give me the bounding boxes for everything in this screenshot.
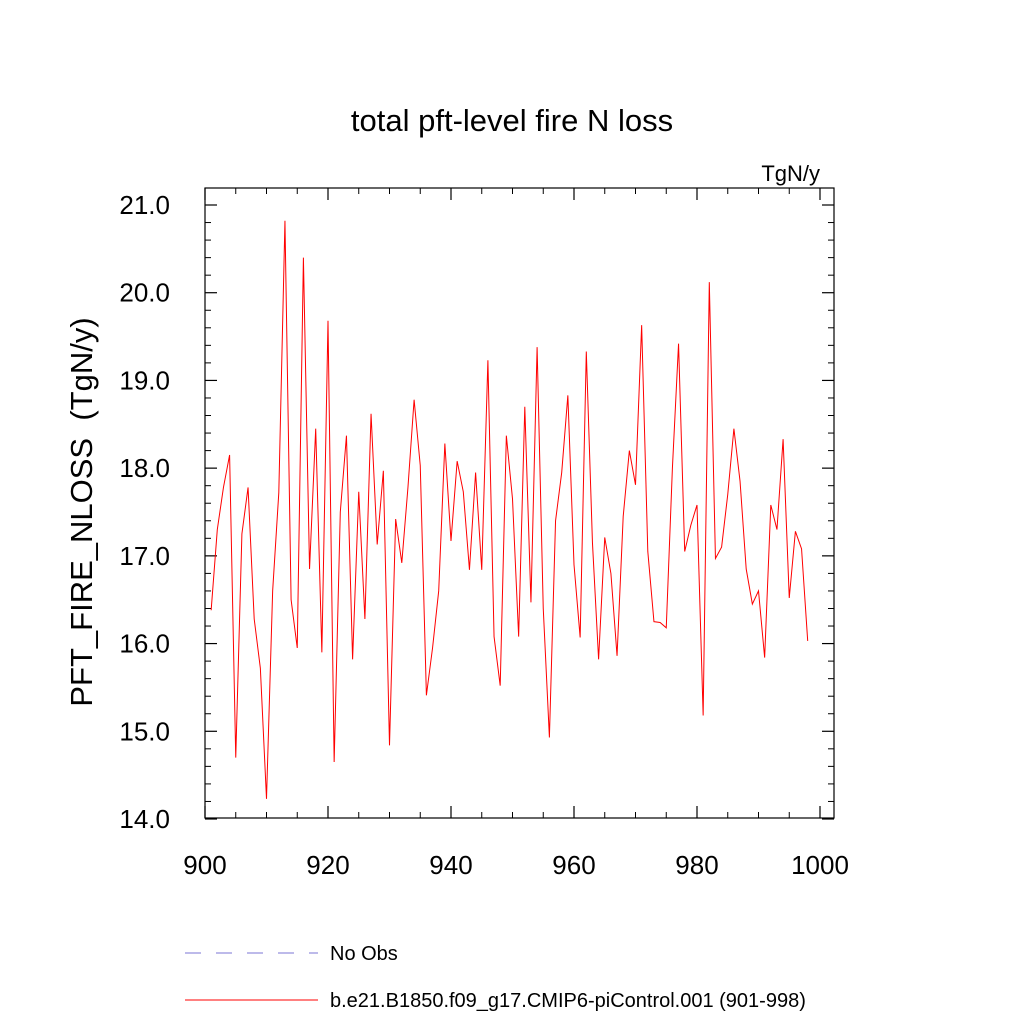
axis-tick-labels: 900 920 940 960 980 1000 14.0 15.0 16.0 17.0 18.0 1… — [119, 190, 849, 880]
y-tick-label: 17.0 — [119, 541, 170, 571]
axis-ticks — [204, 188, 834, 820]
x-tick-label: 940 — [429, 850, 472, 880]
y-tick-label: 19.0 — [119, 365, 170, 395]
legend-label: b.e21.B1850.f09_g17.CMIP6-piControl.001 … — [330, 990, 806, 1012]
x-tick-label: 900 — [183, 850, 226, 880]
y-tick-label: 14.0 — [119, 804, 170, 834]
x-tick-label: 960 — [552, 850, 595, 880]
y-tick-label: 16.0 — [119, 629, 170, 659]
series-layer — [210, 220, 809, 799]
legend-label: No Obs — [330, 943, 398, 965]
x-tick-label: 1000 — [791, 850, 849, 880]
y-tick-label: 18.0 — [119, 453, 170, 483]
y-tick-label: 21.0 — [119, 190, 170, 220]
y-tick-label: 15.0 — [119, 716, 170, 746]
series-line-1 — [210, 220, 809, 799]
x-tick-label: 920 — [306, 850, 349, 880]
chart-title: total pft-level fire N loss — [351, 103, 673, 138]
y-axis-label: PFT_FIRE_NLOSS (TgN/y) — [64, 317, 99, 706]
x-tick-label: 980 — [675, 850, 718, 880]
y-tick-label: 20.0 — [119, 278, 170, 308]
units-label: TgN/y — [761, 161, 820, 186]
legend: No Obs b.e21.B1850.f09_g17.CMIP6-piContro… — [185, 943, 806, 1012]
